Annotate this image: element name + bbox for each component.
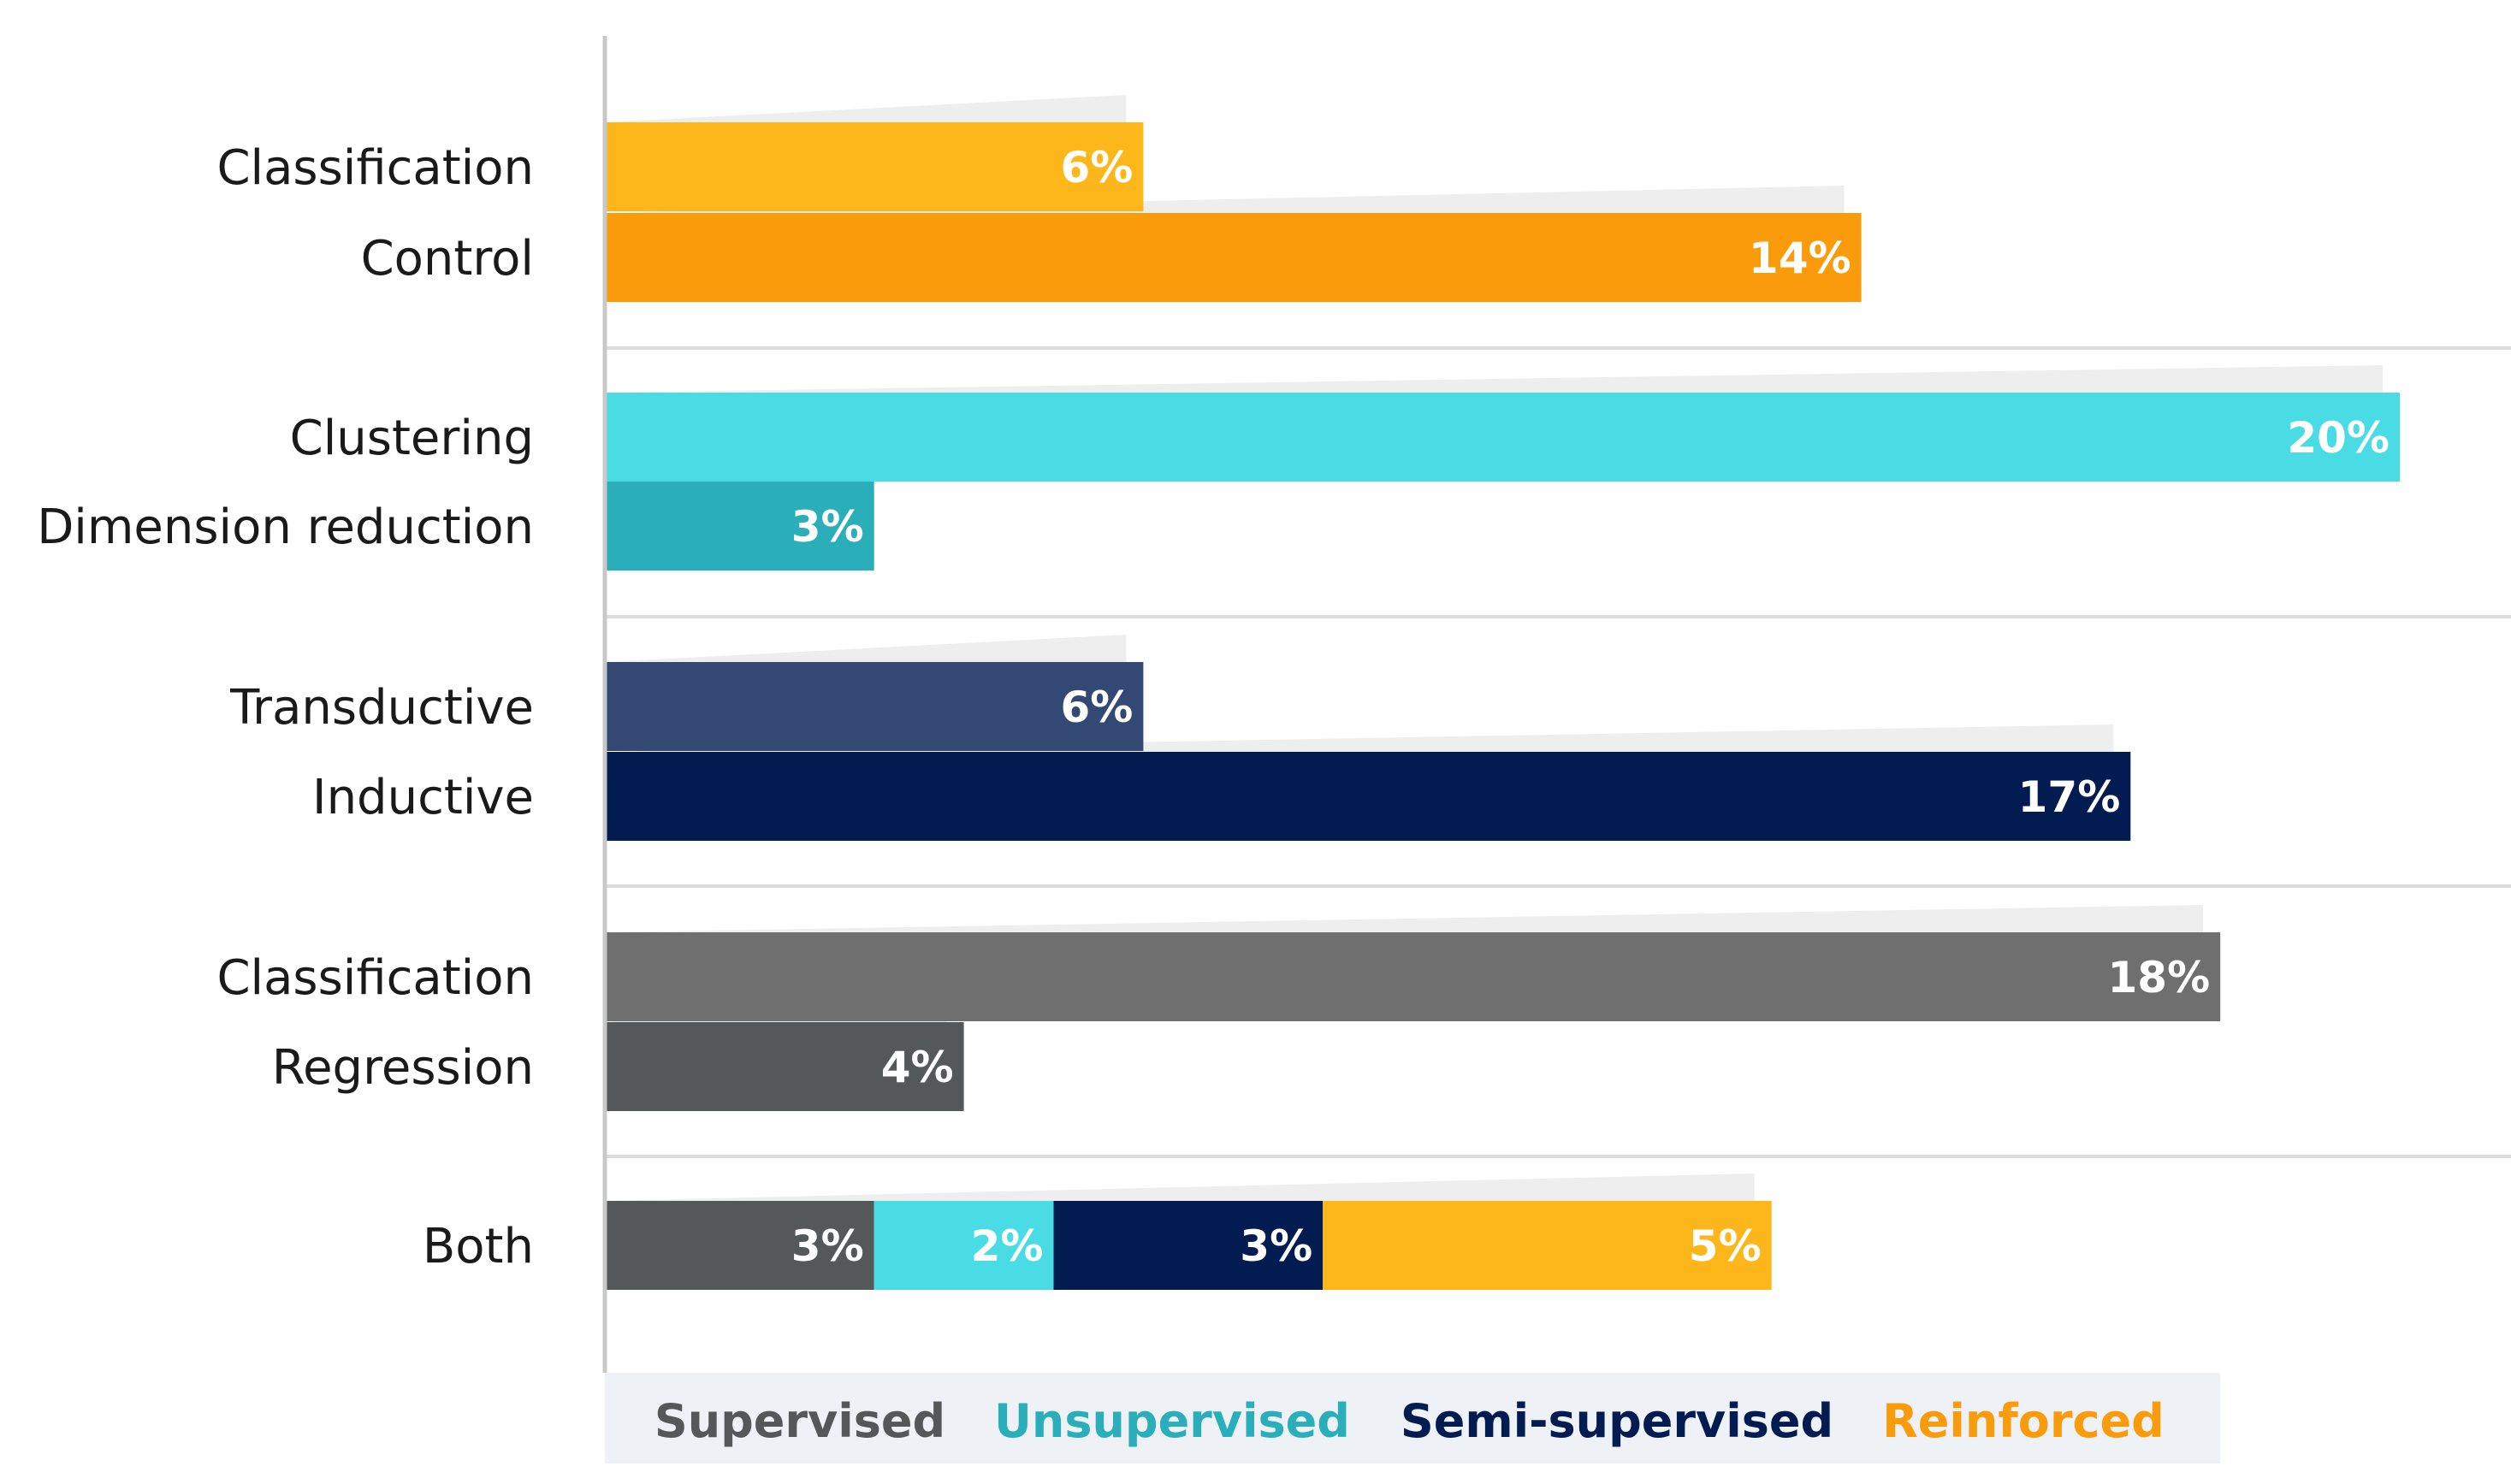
bar-unsupervised-dimension-reduction <box>605 482 874 571</box>
bar-value-label-supervised-regression: 4% <box>881 1043 954 1092</box>
category-label-supervised-regression: Regression <box>272 1040 534 1096</box>
bar-unsupervised-clustering <box>605 393 2400 482</box>
category-label-reinforced-classification: Classification <box>216 140 534 196</box>
bar-semi-supervised-transductive <box>605 662 1144 751</box>
bar-reinforced-control <box>605 213 1862 302</box>
bar-shadow-reinforced-classification <box>605 95 1127 122</box>
bar-value-label-both-both-unsupervised: 2% <box>971 1221 1044 1271</box>
bar-shadow-semi-supervised-transductive <box>605 635 1127 662</box>
category-label-both-both: Both <box>423 1219 534 1274</box>
legend-item-reinforced: Reinforced <box>1882 1394 2165 1448</box>
bar-shadow-both-both <box>605 1174 1755 1201</box>
bar-value-label-both-both-reinforced: 5% <box>1689 1221 1762 1271</box>
bar-reinforced-classification <box>605 122 1144 211</box>
bar-value-label-both-both-supervised: 3% <box>791 1221 864 1271</box>
bar-value-labels: 6% 14% 20% 3% 6% 17% 18% 4% 3% 2% 3% 5% <box>791 143 2390 1271</box>
bar-both-both-supervised <box>605 1201 874 1290</box>
bar-shadow-unsupervised-clustering <box>605 365 2383 393</box>
category-label-supervised-classification: Classification <box>216 950 534 1006</box>
bar-both-both-unsupervised <box>874 1201 1054 1290</box>
category-label-unsupervised-clustering: Clustering <box>290 411 534 466</box>
bar-value-label-reinforced-control: 14% <box>1749 234 1851 283</box>
bar-value-label-semi-supervised-transductive: 6% <box>1061 683 1134 732</box>
category-label-semi-supervised-inductive: Inductive <box>312 770 534 825</box>
bar-shadow-semi-supervised-inductive <box>605 724 2114 752</box>
bar-value-label-supervised-classification: 18% <box>2108 953 2211 1002</box>
bar-value-label-reinforced-classification: 6% <box>1061 143 1134 192</box>
bar-supervised-regression <box>605 1022 964 1111</box>
legend-item-semi-supervised: Semi-supervised <box>1401 1394 1833 1448</box>
bar-semi-supervised-inductive <box>605 752 2131 841</box>
category-labels: Classification Control Clustering Dimension… <box>37 140 534 1274</box>
category-label-reinforced-control: Control <box>361 231 534 287</box>
bar-value-label-semi-supervised-inductive: 17% <box>2018 772 2121 822</box>
bar-value-label-both-both-semi-supervised: 3% <box>1240 1221 1312 1271</box>
legend-item-unsupervised: Unsupervised <box>994 1394 1350 1448</box>
category-label-unsupervised-dimension-reduction: Dimension reduction <box>37 500 534 555</box>
group-separators <box>605 346 2511 1158</box>
bar-shadow-supervised-classification <box>605 905 2204 932</box>
bar-both-both-reinforced <box>1323 1201 1772 1290</box>
bar-value-label-unsupervised-clustering: 20% <box>2287 413 2390 463</box>
bar-value-label-unsupervised-dimension-reduction: 3% <box>791 502 864 552</box>
legend-item-supervised: Supervised <box>654 1394 945 1448</box>
bars <box>605 122 2400 1290</box>
category-label-semi-supervised-transductive: Transductive <box>229 680 534 736</box>
bar-both-both-semi-supervised <box>1053 1201 1324 1290</box>
bar-supervised-classification <box>605 932 2221 1021</box>
legend: Supervised Unsupervised Semi-supervised Rei… <box>605 1373 2220 1463</box>
legend-background <box>605 1373 2220 1463</box>
